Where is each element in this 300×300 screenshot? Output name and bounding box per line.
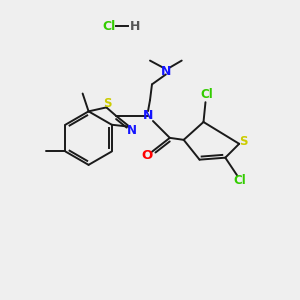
Text: Cl: Cl — [102, 20, 115, 33]
Text: S: S — [239, 135, 248, 148]
Text: H: H — [130, 20, 141, 33]
Text: Cl: Cl — [200, 88, 213, 101]
Text: Cl: Cl — [234, 174, 247, 187]
Text: N: N — [127, 124, 136, 137]
Text: O: O — [141, 149, 153, 162]
Text: N: N — [161, 65, 171, 78]
Text: N: N — [143, 109, 153, 122]
Text: S: S — [103, 97, 112, 110]
